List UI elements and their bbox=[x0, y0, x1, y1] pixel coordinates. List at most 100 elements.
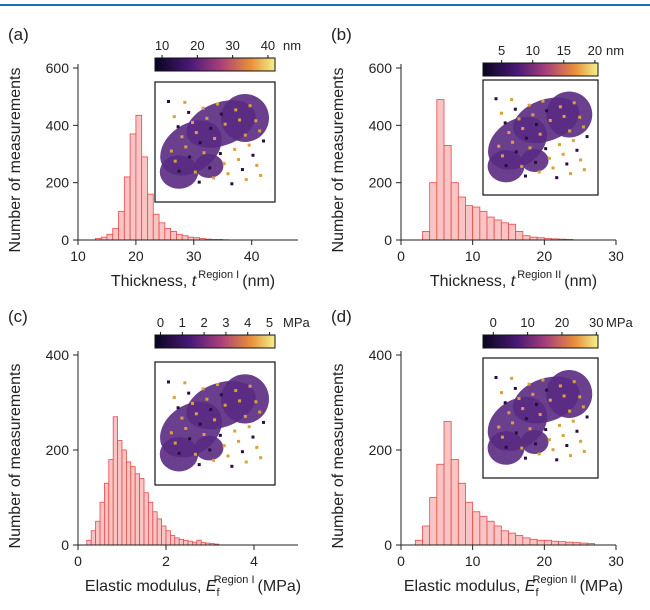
bar bbox=[500, 222, 509, 241]
inset-pixel bbox=[209, 408, 213, 412]
bar bbox=[543, 539, 552, 546]
colorbar-tick-label: 20 bbox=[588, 43, 602, 58]
inset-pixel bbox=[213, 136, 217, 140]
inset-pixel bbox=[212, 458, 216, 462]
panel-label: (d) bbox=[331, 307, 352, 326]
inset-pixel bbox=[582, 168, 586, 172]
inset-pixel bbox=[555, 458, 559, 462]
inset-pixel bbox=[173, 159, 177, 163]
x-label-text: Elastic modulus, bbox=[85, 578, 206, 595]
inset-pixel bbox=[173, 441, 177, 445]
inset-pixel bbox=[254, 400, 258, 404]
x-tick-label: 30 bbox=[186, 248, 202, 264]
bar bbox=[465, 205, 474, 241]
inset-pixel bbox=[248, 104, 252, 108]
colorbar-unit: nm bbox=[606, 43, 624, 58]
inset-pixel bbox=[201, 106, 205, 110]
inset-pixel bbox=[218, 433, 222, 437]
x-label-sub: f bbox=[217, 587, 221, 599]
y-tick-label: 0 bbox=[384, 232, 392, 248]
bar bbox=[422, 230, 431, 241]
bar bbox=[112, 228, 119, 241]
inset-pixel bbox=[218, 152, 222, 156]
bar bbox=[134, 473, 140, 546]
inset-pixel bbox=[572, 380, 576, 384]
inset-pixel bbox=[240, 168, 244, 172]
inset-pixel bbox=[198, 422, 202, 426]
inset-pixel bbox=[202, 432, 206, 436]
inset-pixel bbox=[233, 429, 237, 433]
x-label-sup: Region II bbox=[533, 574, 577, 586]
inset-pixel bbox=[223, 122, 227, 126]
y-tick-label: 600 bbox=[369, 60, 393, 76]
inset-pixel bbox=[544, 428, 548, 432]
inset-pixel bbox=[169, 431, 173, 435]
inset-pixel bbox=[575, 148, 579, 152]
colorbar bbox=[154, 57, 276, 72]
inset-pixel bbox=[528, 427, 532, 431]
inset-pixel bbox=[507, 411, 511, 415]
bar bbox=[108, 459, 114, 546]
inset-region bbox=[194, 435, 224, 461]
x-tick-label: 10 bbox=[465, 248, 481, 264]
inset-pixel bbox=[187, 110, 191, 114]
bar bbox=[170, 230, 177, 241]
top-rule bbox=[0, 4, 650, 6]
inset-pixel bbox=[569, 454, 573, 458]
inset-pixel bbox=[544, 147, 548, 151]
bar bbox=[126, 461, 132, 546]
x-tick-label: 0 bbox=[74, 553, 82, 569]
inset-pixel bbox=[255, 163, 259, 167]
inset-pixel bbox=[507, 131, 511, 135]
inset-pixel bbox=[537, 452, 541, 456]
inset-pixel bbox=[579, 158, 583, 162]
colorbar bbox=[154, 334, 276, 349]
inset-pixel bbox=[548, 398, 552, 402]
inset-pixel bbox=[194, 412, 198, 416]
inset-pixel bbox=[230, 464, 234, 468]
inset-pixel bbox=[497, 425, 501, 429]
inset-pixel bbox=[226, 454, 230, 458]
bar bbox=[529, 538, 538, 546]
bar bbox=[139, 478, 145, 546]
bar bbox=[472, 511, 481, 546]
inset-pixel bbox=[504, 445, 508, 449]
bar bbox=[479, 516, 488, 546]
inset-pixel bbox=[222, 162, 226, 166]
bar bbox=[500, 530, 509, 546]
colorbar bbox=[482, 62, 599, 77]
inset-pixel bbox=[212, 176, 216, 180]
inset-pixel bbox=[500, 391, 504, 395]
inset-pixel bbox=[521, 407, 525, 411]
x-tick-label: 40 bbox=[244, 248, 260, 264]
inset-pixel bbox=[176, 406, 180, 410]
x-tick-label: 20 bbox=[537, 248, 553, 264]
bar bbox=[104, 482, 110, 546]
panel-label: (a) bbox=[8, 25, 29, 44]
bar bbox=[183, 539, 189, 546]
inset-pixel bbox=[494, 376, 498, 379]
bar bbox=[99, 501, 105, 546]
bar bbox=[147, 501, 154, 546]
inset-pixel bbox=[177, 451, 181, 455]
inset-pixel bbox=[494, 97, 498, 101]
inset-pixel bbox=[176, 125, 180, 129]
y-tick-label: 200 bbox=[369, 175, 393, 191]
inset-pixel bbox=[262, 139, 266, 143]
bar bbox=[493, 219, 502, 241]
bar bbox=[187, 540, 193, 546]
inset-pixel bbox=[184, 145, 188, 149]
inset-pixel bbox=[537, 170, 541, 174]
x-tick-label: 30 bbox=[608, 248, 624, 264]
inset-pixel bbox=[581, 125, 585, 129]
inset-pixel bbox=[555, 176, 559, 180]
inset-pixel bbox=[244, 460, 248, 464]
inset-pixel bbox=[222, 444, 226, 448]
bar bbox=[158, 222, 166, 241]
x-axis-label: Thickness, t Region II (nm) bbox=[430, 269, 597, 290]
inset-pixel bbox=[581, 405, 585, 409]
inset-pixel bbox=[565, 162, 569, 166]
inset-pixel bbox=[548, 118, 552, 122]
colorbar-tick-label: 0 bbox=[490, 315, 497, 330]
inset-region bbox=[221, 94, 269, 142]
